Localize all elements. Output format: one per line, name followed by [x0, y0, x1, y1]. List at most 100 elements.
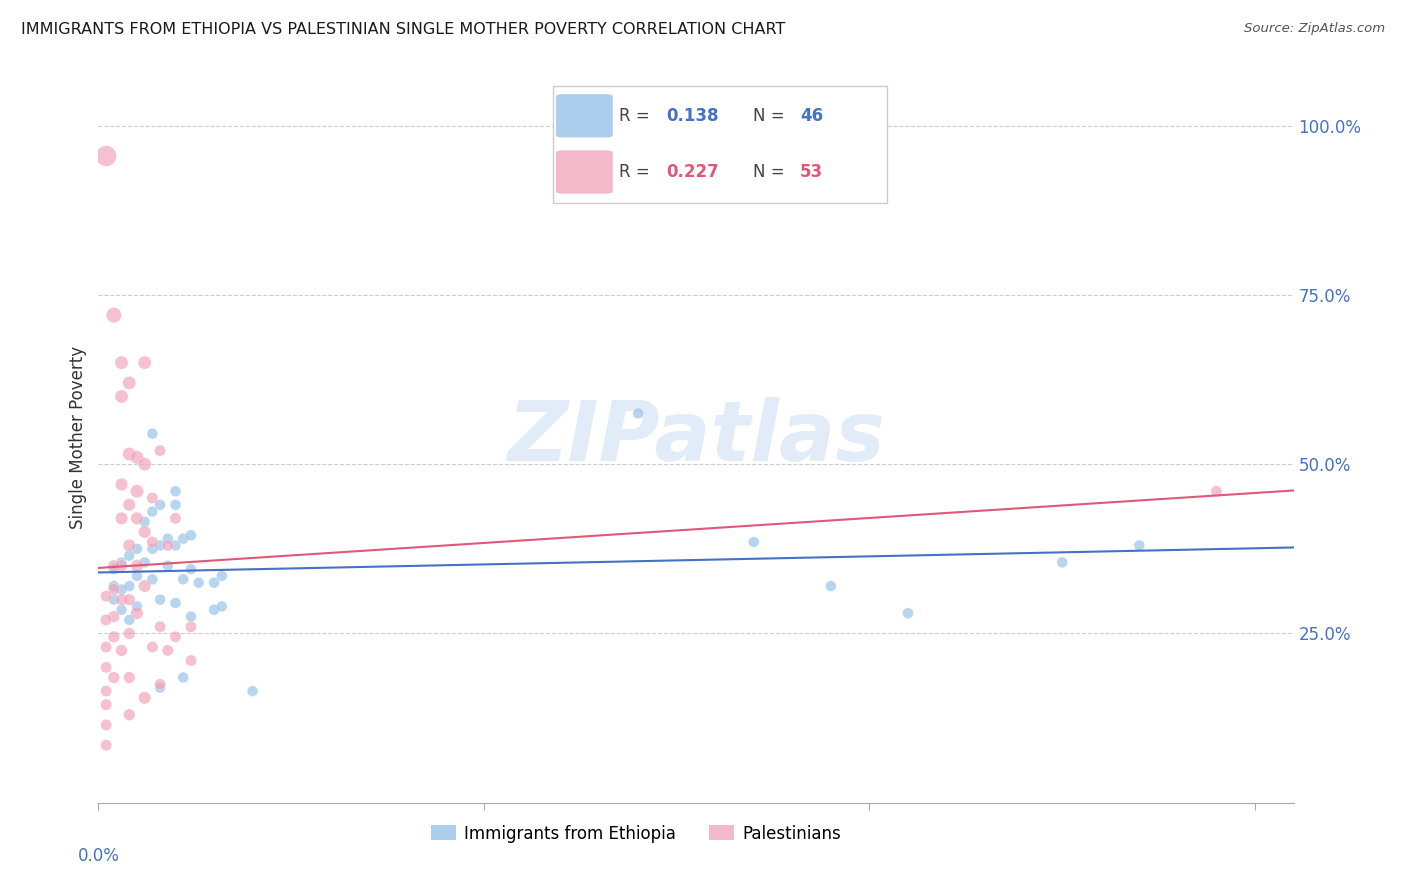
Text: IMMIGRANTS FROM ETHIOPIA VS PALESTINIAN SINGLE MOTHER POVERTY CORRELATION CHART: IMMIGRANTS FROM ETHIOPIA VS PALESTINIAN … — [21, 22, 786, 37]
Point — [125, 450, 148, 465]
Point — [125, 599, 148, 614]
Point — [134, 555, 156, 569]
Point — [180, 654, 202, 668]
Point — [94, 718, 117, 732]
Point — [110, 558, 132, 573]
Point — [110, 511, 132, 525]
Point — [742, 535, 765, 549]
Point — [103, 562, 125, 576]
Point — [125, 484, 148, 499]
Legend: Immigrants from Ethiopia, Palestinians: Immigrants from Ethiopia, Palestinians — [425, 818, 848, 849]
Point — [110, 477, 132, 491]
Point — [94, 589, 117, 603]
Point — [165, 630, 187, 644]
Point — [141, 491, 163, 505]
Point — [172, 572, 194, 586]
Point — [94, 684, 117, 698]
Point — [202, 575, 225, 590]
Point — [149, 677, 172, 691]
Point — [110, 355, 132, 369]
Point — [141, 505, 163, 519]
Point — [94, 613, 117, 627]
Point — [118, 538, 141, 552]
Point — [118, 549, 141, 563]
Point — [103, 558, 125, 573]
Point — [118, 671, 141, 685]
Point — [118, 447, 141, 461]
Point — [118, 613, 141, 627]
Point — [94, 738, 117, 752]
Point — [125, 511, 148, 525]
Point — [118, 707, 141, 722]
Point — [202, 603, 225, 617]
Point — [180, 562, 202, 576]
Point — [165, 538, 187, 552]
Point — [141, 541, 163, 556]
Point — [180, 528, 202, 542]
Point — [149, 592, 172, 607]
Point — [94, 149, 117, 163]
Point — [118, 376, 141, 390]
Point — [156, 532, 179, 546]
Point — [110, 603, 132, 617]
Point — [627, 406, 650, 420]
Point — [125, 569, 148, 583]
Y-axis label: Single Mother Poverty: Single Mother Poverty — [69, 345, 87, 529]
Point — [149, 538, 172, 552]
Point — [134, 579, 156, 593]
Point — [165, 498, 187, 512]
Point — [149, 498, 172, 512]
Point — [110, 592, 132, 607]
Point — [134, 515, 156, 529]
Point — [172, 671, 194, 685]
Point — [141, 640, 163, 654]
Point — [125, 606, 148, 620]
Point — [156, 558, 179, 573]
Point — [134, 524, 156, 539]
Point — [1128, 538, 1150, 552]
Point — [134, 355, 156, 369]
Point — [211, 599, 233, 614]
Point — [103, 582, 125, 597]
Point — [149, 620, 172, 634]
Point — [242, 684, 264, 698]
Point — [110, 582, 132, 597]
Point — [103, 671, 125, 685]
Point — [94, 698, 117, 712]
Point — [94, 660, 117, 674]
Point — [149, 681, 172, 695]
Point — [134, 457, 156, 471]
Point — [141, 535, 163, 549]
Point — [172, 532, 194, 546]
Point — [103, 592, 125, 607]
Point — [110, 555, 132, 569]
Point — [156, 643, 179, 657]
Point — [1050, 555, 1073, 569]
Point — [125, 558, 148, 573]
Point — [165, 484, 187, 499]
Point — [897, 606, 920, 620]
Point — [149, 443, 172, 458]
Point — [103, 630, 125, 644]
Point — [103, 308, 125, 322]
Point — [103, 579, 125, 593]
Point — [165, 511, 187, 525]
Point — [820, 579, 842, 593]
Point — [180, 620, 202, 634]
Point — [180, 609, 202, 624]
Point — [165, 596, 187, 610]
Point — [118, 498, 141, 512]
Text: Source: ZipAtlas.com: Source: ZipAtlas.com — [1244, 22, 1385, 36]
Point — [141, 426, 163, 441]
Point — [118, 626, 141, 640]
Point — [94, 640, 117, 654]
Text: 0.0%: 0.0% — [77, 847, 120, 864]
Point — [141, 572, 163, 586]
Point — [187, 575, 209, 590]
Point — [211, 569, 233, 583]
Text: ZIPatlas: ZIPatlas — [508, 397, 884, 477]
Point — [118, 579, 141, 593]
Point — [156, 538, 179, 552]
Point — [110, 643, 132, 657]
Point — [118, 592, 141, 607]
